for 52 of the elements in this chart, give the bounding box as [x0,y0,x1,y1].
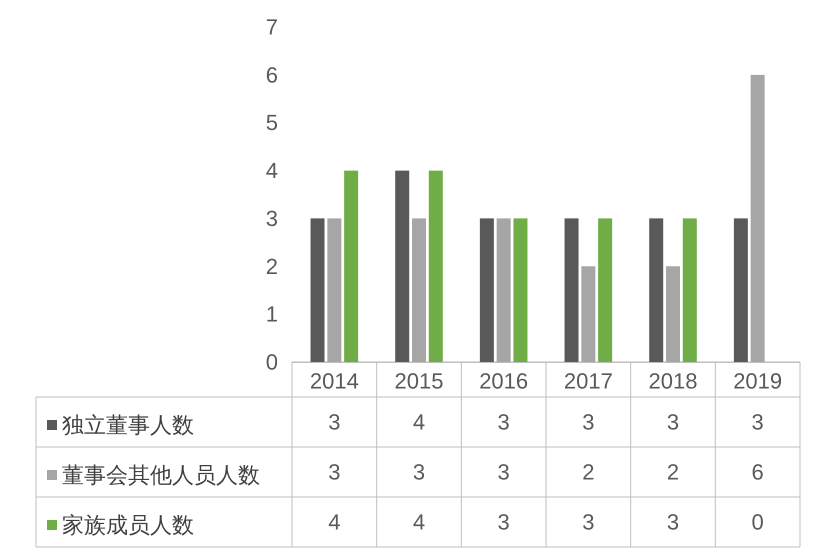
data-label: 3 [328,460,340,484]
y-tick-label: 2 [266,254,278,279]
data-label: 3 [498,410,510,434]
legend-label: 董事会其他人员人数 [62,462,260,488]
bar [496,218,511,362]
data-label: 3 [328,410,340,434]
data-label: 4 [412,510,426,534]
legend-label: 独立董事人数 [62,412,194,438]
bar [395,170,410,362]
y-tick-label: 3 [266,206,278,231]
data-label: 0 [752,510,764,534]
bar [598,218,612,362]
bar [344,170,358,362]
x-tick-label: 2014 [310,368,359,394]
bar [412,218,426,362]
bar [666,266,680,362]
x-tick-label: 2018 [648,368,698,394]
data-label: 3 [498,460,510,484]
data-label: 4 [412,410,426,434]
data-label: 4 [328,510,340,534]
x-tick-label: 2015 [394,368,444,394]
x-tick-label: 2017 [564,368,613,394]
bar [480,218,494,362]
data-label: 2 [666,460,680,484]
bar [428,170,443,362]
bar [734,218,748,362]
bar [564,218,579,362]
x-tick-label: 2019 [733,368,782,394]
bar [682,218,697,362]
data-label: 3 [666,510,680,534]
data-label: 3 [666,410,680,434]
y-tick-label: 5 [266,110,278,136]
data-label: 3 [582,510,594,534]
data-label: 3 [498,510,510,534]
bar [649,218,664,362]
bar [581,266,596,362]
y-tick-label: 4 [266,158,278,184]
y-tick-label: 6 [266,62,278,88]
data-label: 3 [582,410,594,434]
bar [327,218,342,362]
x-tick-label: 2016 [479,368,528,394]
bar [750,74,765,362]
data-label: 2 [582,460,594,484]
legend-label: 家族成员人数 [62,512,194,538]
data-label: 6 [752,460,764,484]
bar [513,218,528,362]
data-label: 3 [752,410,764,434]
bar [310,218,325,362]
data-label: 3 [412,460,426,484]
y-tick-label: 1 [266,302,278,327]
y-tick-label: 7 [266,14,278,40]
y-tick-label: 0 [266,350,278,374]
